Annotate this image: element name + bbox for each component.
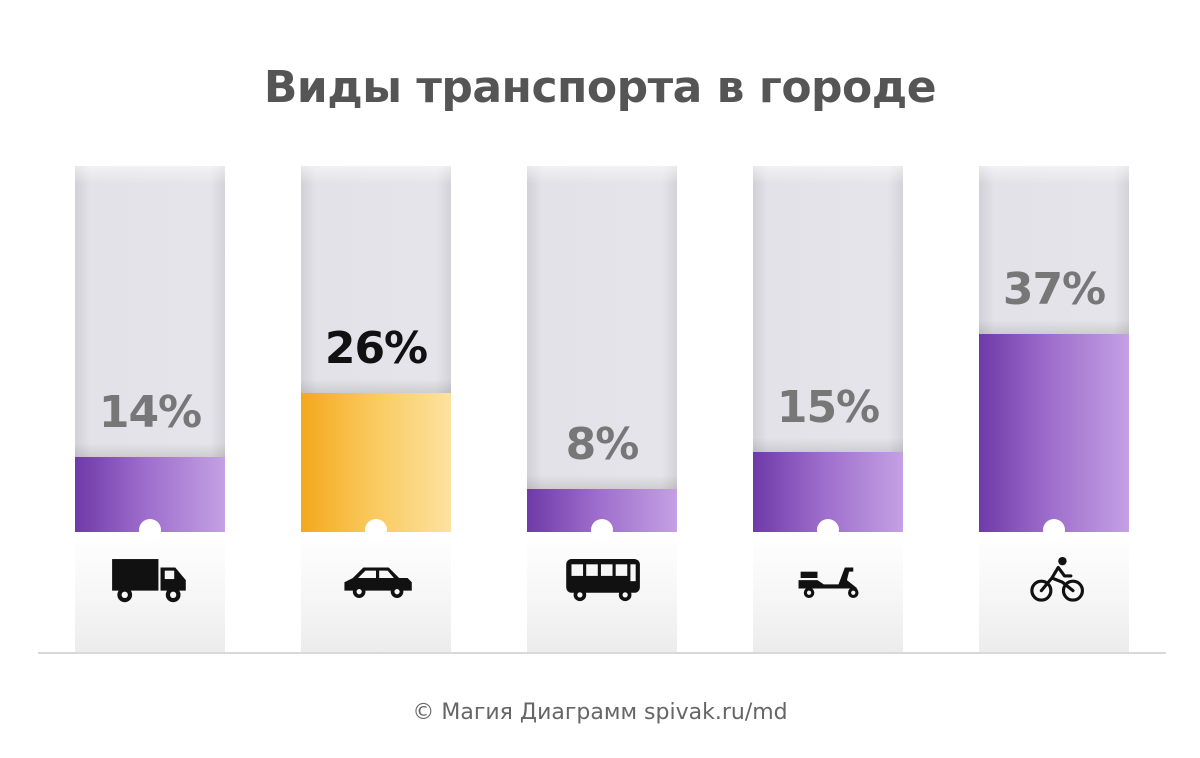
bar-column-truck: 14%: [75, 166, 225, 652]
bar-base: [979, 532, 1129, 652]
data-label-bus: 8%: [565, 419, 640, 470]
chart-title: Виды транспорта в городе: [263, 62, 937, 113]
bar-track: 26%: [301, 166, 451, 532]
scooter-icon: [788, 550, 868, 606]
bar-notch: [817, 519, 839, 541]
bar-column-bicycle: 37%: [979, 166, 1129, 652]
bar-track: 15%: [753, 166, 903, 532]
bar-base: [301, 532, 451, 652]
chart-baseline: [38, 652, 1166, 654]
data-label-car: 26%: [324, 323, 428, 374]
bar-car: [301, 379, 451, 532]
bar-track: 14%: [75, 166, 225, 532]
bar-column-scooter: 15%: [753, 166, 903, 652]
bus-icon: [562, 550, 642, 606]
bar-base: [75, 532, 225, 652]
data-label-scooter: 15%: [776, 382, 880, 433]
bar-track: 37%: [979, 166, 1129, 532]
footer-credit: © Магия Диаграмм spivak.ru/md: [412, 700, 788, 725]
bar-notch: [591, 519, 613, 541]
bar-bicycle: [979, 320, 1129, 532]
data-label-truck: 14%: [98, 387, 202, 438]
bar-bus: [527, 475, 677, 532]
bicycle-icon: [1014, 550, 1094, 606]
bar-column-car: 26%: [301, 166, 451, 652]
truck-icon: [110, 550, 190, 606]
bar-scooter: [753, 438, 903, 532]
bar-column-bus: 8%: [527, 166, 677, 652]
bar-base: [753, 532, 903, 652]
car-icon: [336, 550, 416, 606]
bar-notch: [1043, 519, 1065, 541]
bar-notch: [365, 519, 387, 541]
data-label-bicycle: 37%: [1002, 264, 1106, 315]
bar-notch: [139, 519, 161, 541]
bar-track: 8%: [527, 166, 677, 532]
